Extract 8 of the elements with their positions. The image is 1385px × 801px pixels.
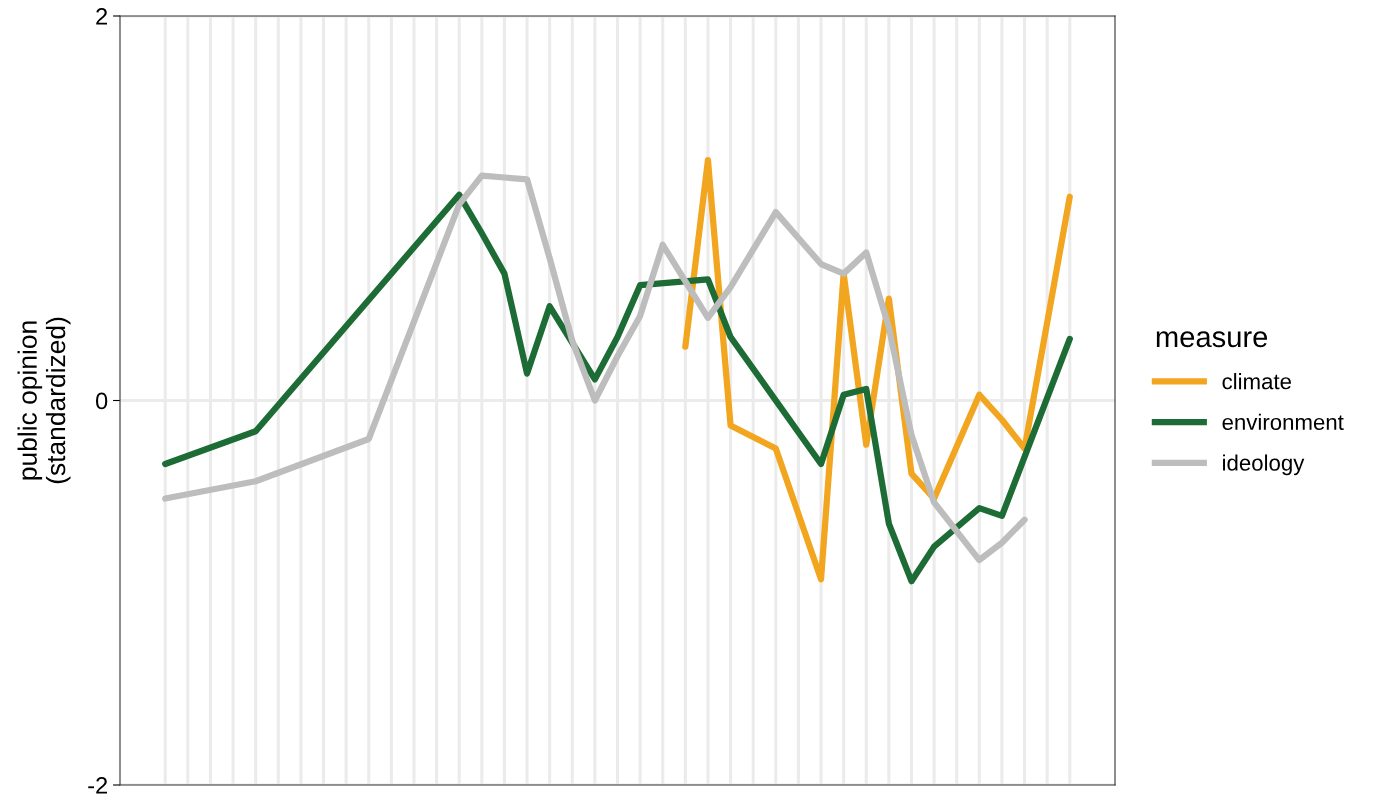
y-tick-label: 0 [95,392,108,410]
legend-title: measure [1156,331,1268,348]
legend-label: ideology [1223,454,1305,476]
y-axis-title: public opinion (standardized) [17,317,71,484]
legend-label: environment [1222,413,1344,431]
y-tick-label: 2 [96,8,108,25]
legend-label: climate [1222,373,1291,390]
y-tick-label: -2 [88,777,108,794]
